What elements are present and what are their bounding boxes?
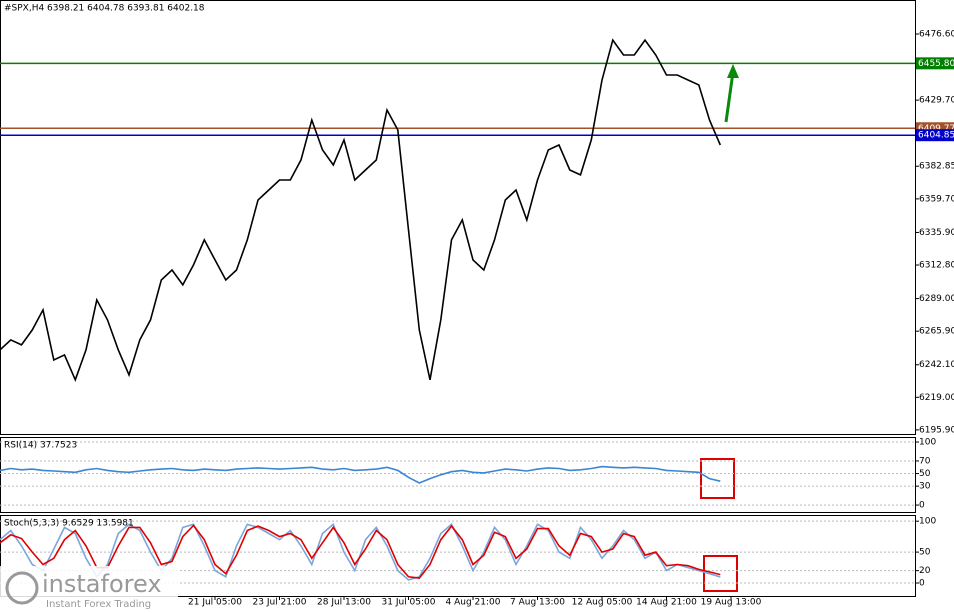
y-tick-label: 6335.90: [919, 228, 954, 238]
highlight-box: [700, 458, 735, 499]
price-panel: [0, 0, 916, 435]
y-tick-label: 6195.90: [919, 425, 954, 435]
y-tick-label: 6359.70: [919, 194, 954, 204]
x-tick-label: 21 Jul 05:00: [188, 598, 242, 608]
y-tick-label: 6219.00: [919, 393, 954, 403]
x-tick-label: 19 Aug 13:00: [701, 598, 762, 608]
y-tick-label: 100: [919, 438, 936, 448]
x-tick-label: 7 Aug 13:00: [510, 598, 565, 608]
level-tag: [916, 57, 954, 70]
level-label: 6455.80: [918, 59, 954, 69]
data-line: [0, 465, 721, 484]
y-tick-label: 6289.00: [919, 294, 954, 304]
stoch-panel: [0, 515, 916, 597]
watermark-brand: instaforex: [42, 570, 162, 598]
level-label: 6409.77: [918, 124, 954, 134]
panel-title: RSI(14) 37.7523: [4, 441, 77, 451]
arrow-head: [727, 64, 739, 78]
x-tick-label: 23 Jul 21:00: [253, 598, 307, 608]
watermark-tagline: Instant Forex Trading: [46, 599, 151, 610]
y-tick-label: 0: [919, 501, 925, 511]
rsi-panel: [0, 437, 916, 513]
x-tick-label: 14 Aug 21:00: [636, 598, 697, 608]
y-tick-label: 70: [919, 456, 931, 466]
x-tick-label: 12 Aug 05:00: [572, 598, 633, 608]
panel-title: Stoch(5,3,3) 9.6529 13.5981: [4, 519, 134, 529]
y-tick-label: 6242.10: [919, 360, 954, 370]
data-line: [0, 522, 721, 581]
level-tag: [916, 129, 954, 142]
y-tick-label: 100: [919, 517, 936, 527]
y-tick-label: 6312.80: [919, 261, 954, 271]
y-tick-label: 50: [919, 548, 931, 558]
y-tick-label: 6429.70: [919, 96, 954, 106]
highlight-box: [703, 555, 738, 592]
y-tick-label: 50: [919, 469, 931, 479]
watermark-logo: [5, 571, 39, 605]
x-tick-label: 28 Jul 13:00: [317, 598, 371, 608]
data-line: [0, 524, 721, 579]
y-tick-label: 0: [919, 579, 925, 589]
panel-title: #SPX,H4 6398.21 6404.78 6393.81 6402.18: [4, 4, 205, 14]
data-line: [0, 38, 722, 382]
y-tick-label: 6382.85: [919, 162, 954, 172]
x-tick-label: 31 Jul 05:00: [382, 598, 436, 608]
y-tick-label: 30: [919, 482, 931, 492]
level-label: 6404.85: [918, 131, 954, 141]
y-tick-label: 6476.60: [919, 29, 954, 39]
x-tick-label: 4 Aug 21:00: [446, 598, 501, 608]
y-tick-label: 20: [919, 566, 931, 576]
y-tick-label: 6265.90: [919, 327, 954, 337]
arrow: [724, 71, 735, 123]
